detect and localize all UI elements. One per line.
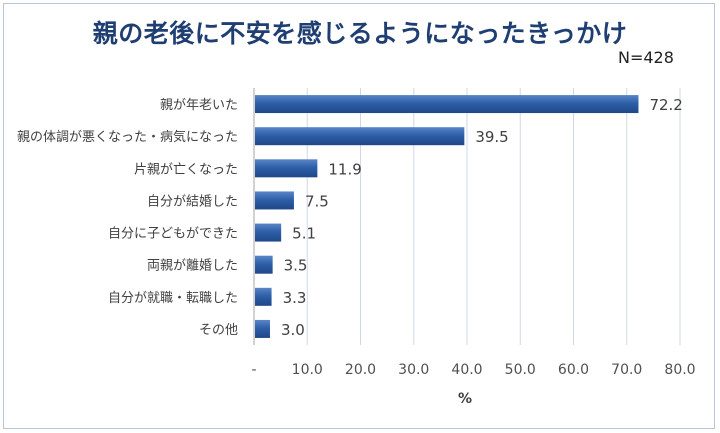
- x-tick-label: 30.0: [398, 362, 429, 378]
- category-label: 親の体調が悪くなった・病気になった: [17, 129, 238, 145]
- sample-size-label: N=428: [618, 48, 674, 67]
- x-tick-label: 10.0: [292, 362, 323, 378]
- x-tick-label: 70.0: [611, 362, 642, 378]
- bar: [255, 127, 465, 146]
- category-label: 片親が亡くなった: [134, 162, 238, 177]
- value-label: 3.0: [281, 321, 305, 339]
- category-label: 両親が離婚した: [147, 259, 238, 274]
- bar: [255, 319, 270, 338]
- x-tick-label: 80.0: [664, 362, 695, 378]
- x-tick-label: 50.0: [505, 362, 536, 378]
- x-axis-ticks: - 10.0 20.0 30.0 40.0 50.0 60.0 70.0 80.0: [251, 362, 695, 378]
- bar: [255, 287, 272, 306]
- category-label: 自分が結婚した: [147, 194, 238, 209]
- x-tick-label: 60.0: [558, 362, 589, 378]
- x-tick-label: 20.0: [345, 362, 376, 378]
- chart-title: 親の老後に不安を感じるようになったきっかけ: [92, 19, 628, 48]
- value-label: 11.9: [328, 160, 361, 178]
- x-axis-title: %: [458, 391, 472, 407]
- bar: [255, 223, 282, 242]
- x-tick-label: 40.0: [451, 362, 482, 378]
- value-label: 5.1: [292, 225, 316, 243]
- value-label: 72.2: [649, 96, 682, 114]
- category-label: 自分が就職・転職した: [108, 291, 238, 306]
- value-label: 3.3: [283, 289, 307, 307]
- category-labels: 親が年老いた親の体調が悪くなった・病気になった片親が亡くなった自分が結婚した自分…: [17, 98, 238, 338]
- category-label: 親が年老いた: [160, 98, 238, 113]
- bar: [255, 159, 318, 178]
- category-label: その他: [199, 323, 238, 338]
- bar: [255, 191, 294, 210]
- chart-frame: [3, 3, 715, 429]
- bar: [255, 95, 639, 114]
- category-label: 自分に子どもができた: [108, 227, 238, 242]
- gridlines: [253, 88, 681, 345]
- bars: [255, 95, 639, 338]
- value-label: 7.5: [305, 192, 329, 210]
- value-label: 3.5: [284, 257, 308, 275]
- bar: [255, 255, 273, 274]
- value-labels: 72.2 39.5 11.9 7.5 5.1 3.5 3.3 3.0: [281, 96, 683, 339]
- value-label: 39.5: [475, 128, 508, 146]
- x-tick-label: -: [251, 362, 256, 378]
